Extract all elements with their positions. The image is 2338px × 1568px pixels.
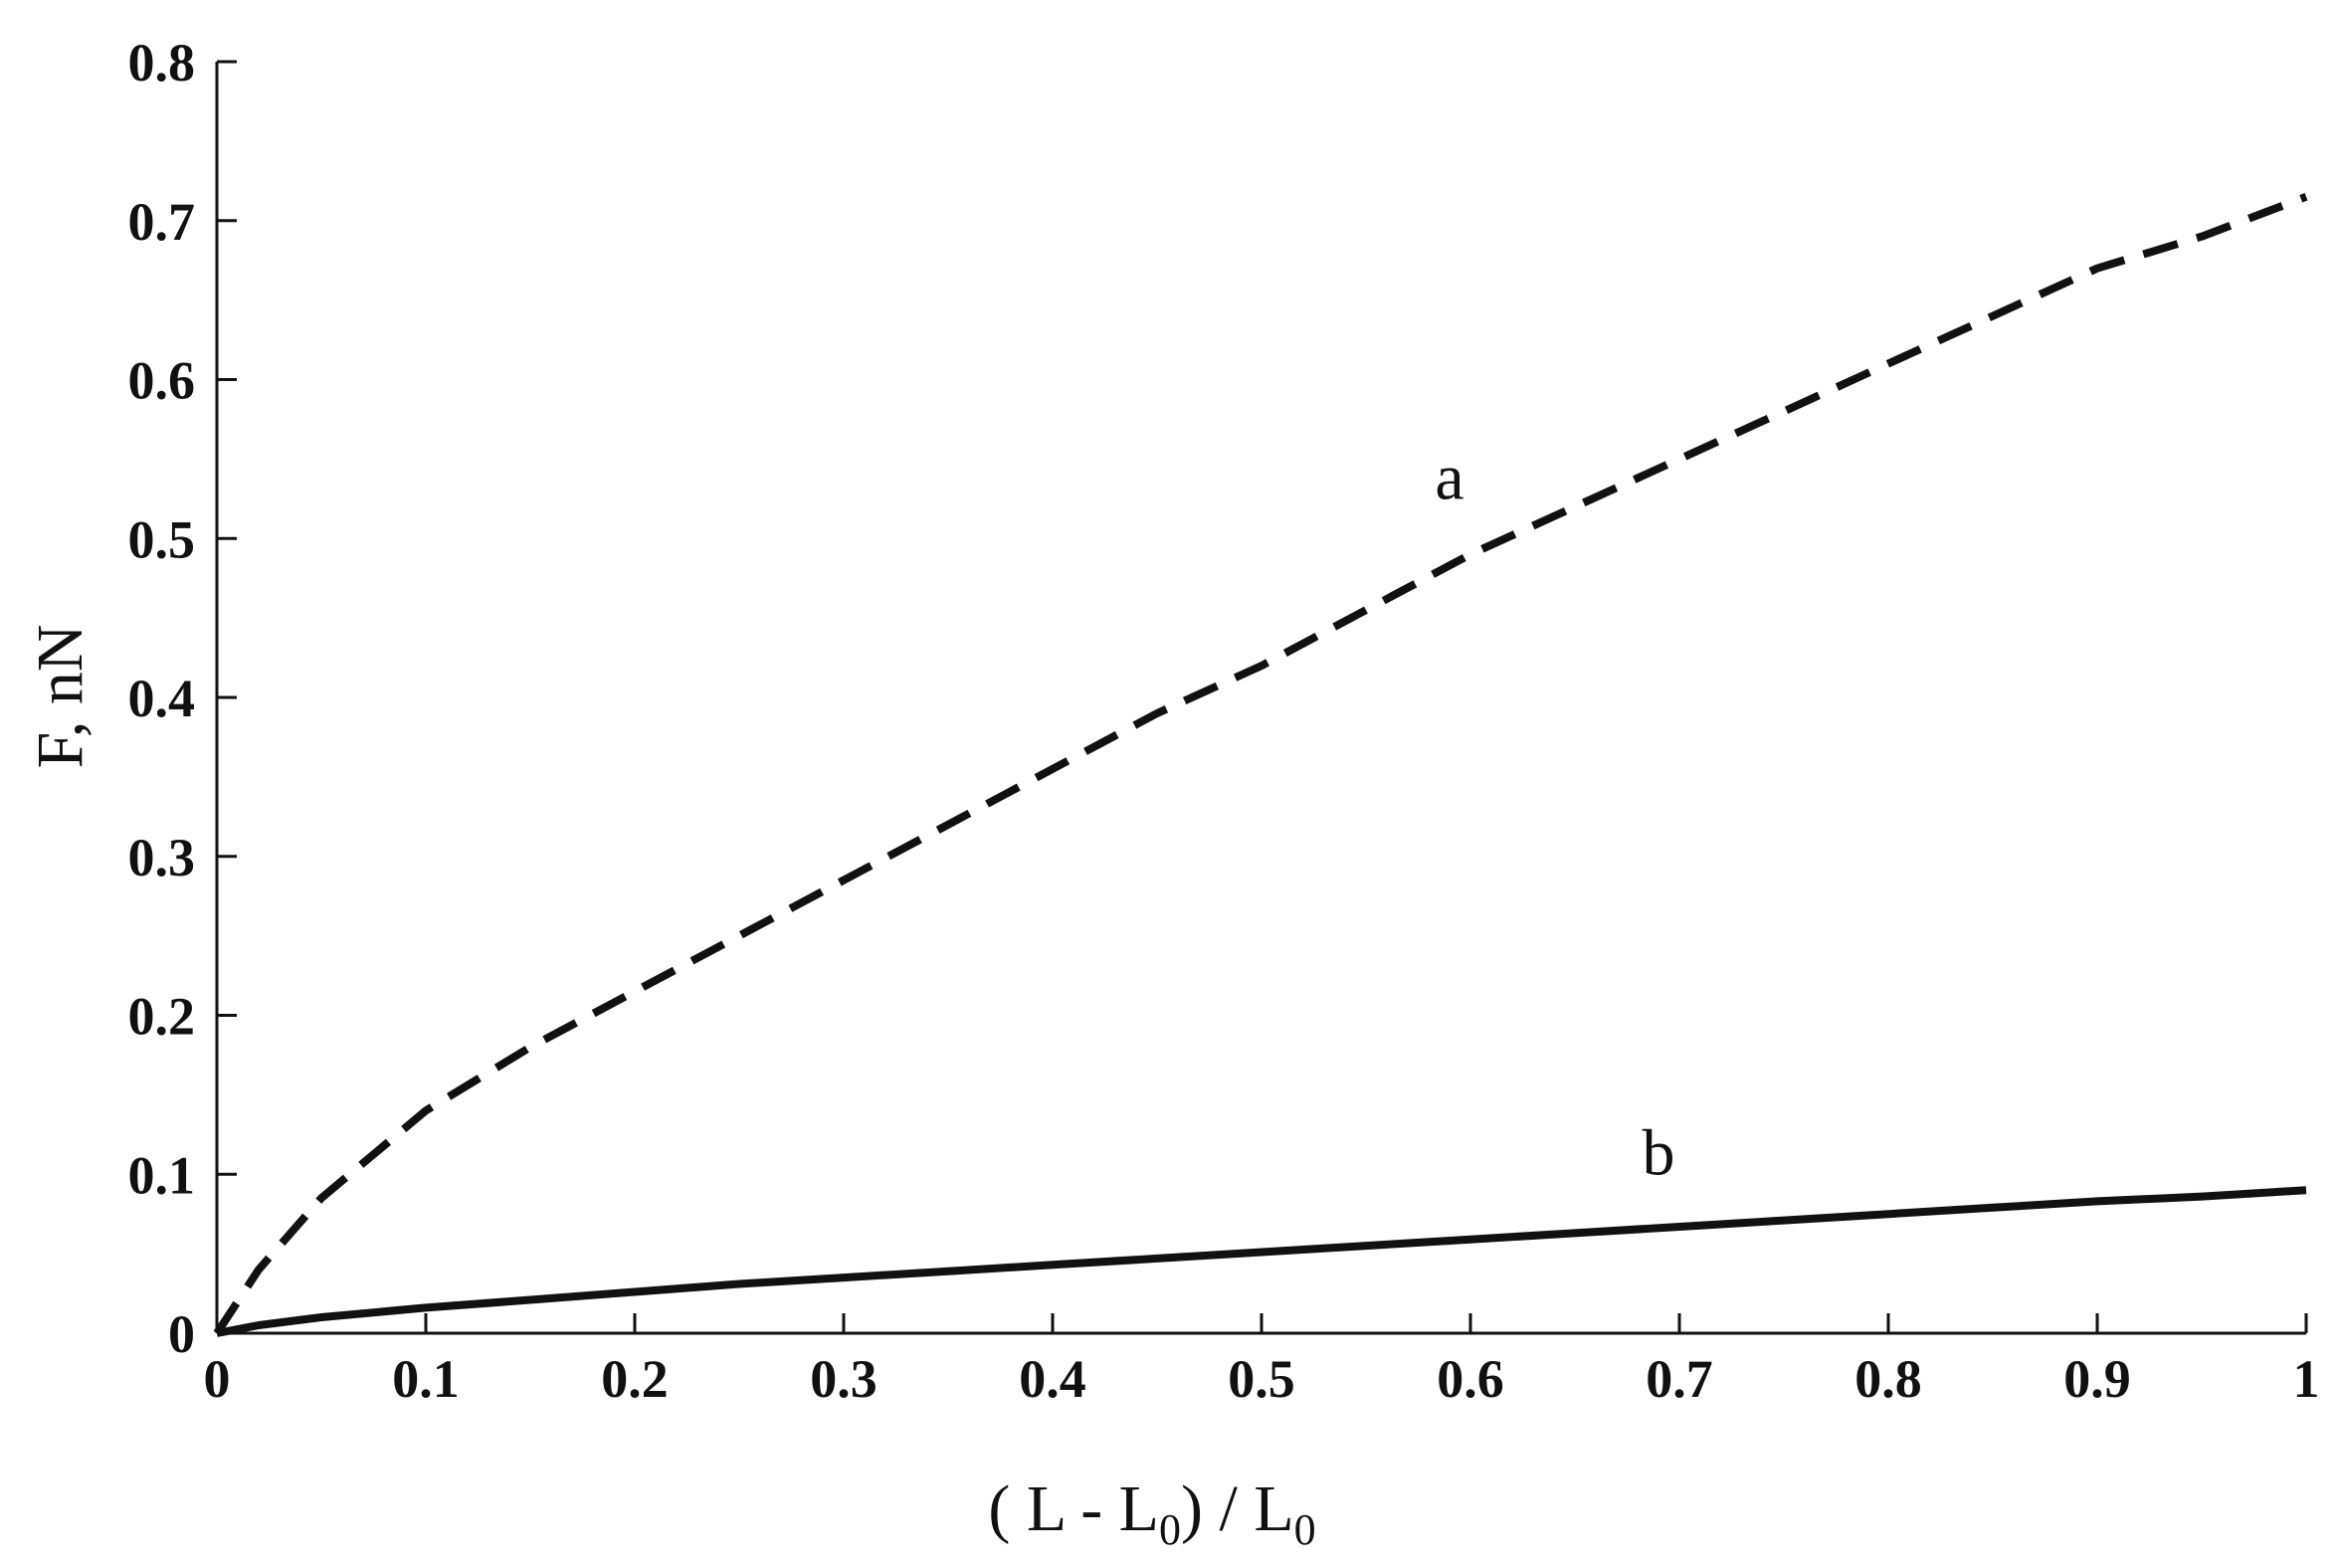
x-tick-label: 0.5 bbox=[1228, 1349, 1295, 1409]
x-axis-ticks: 0 0.1 0.2 0.3 0.4 0.5 0.6 0.7 0.8 0.9 1 bbox=[204, 1313, 2320, 1409]
y-tick-label: 0.6 bbox=[128, 351, 196, 411]
series-layer bbox=[213, 193, 2308, 1337]
x-tick-label: 0.2 bbox=[601, 1349, 669, 1409]
annotation-layer: ab bbox=[1435, 441, 1674, 1189]
series-a-line bbox=[213, 193, 2308, 1336]
series-label-b: b bbox=[1643, 1116, 1675, 1189]
y-tick-label: 0.4 bbox=[128, 669, 196, 728]
y-tick-label: 0.3 bbox=[128, 828, 196, 887]
x-tick-label: 0.8 bbox=[1854, 1349, 1922, 1409]
axes bbox=[215, 62, 2306, 1335]
x-tick-label: 0.9 bbox=[2063, 1349, 2131, 1409]
x-tick-label: 0.6 bbox=[1437, 1349, 1504, 1409]
y-tick-label: 0.5 bbox=[128, 509, 196, 569]
x-tick-label: 0 bbox=[204, 1349, 231, 1409]
series-label-a: a bbox=[1435, 441, 1463, 513]
y-tick-label: 0.2 bbox=[128, 987, 196, 1047]
x-tick-label: 0.3 bbox=[810, 1349, 877, 1409]
x-axis-title: ( L - L0) / L0 bbox=[988, 1472, 1315, 1554]
y-tick-label: 0.1 bbox=[128, 1145, 196, 1205]
x-tick-label: 0.7 bbox=[1646, 1349, 1713, 1409]
y-axis-title: F, nN bbox=[24, 624, 97, 768]
series-b-line bbox=[216, 1186, 2307, 1337]
y-tick-label: 0.8 bbox=[128, 33, 196, 93]
x-tick-label: 0.1 bbox=[392, 1349, 460, 1409]
x-tick-label: 0.4 bbox=[1019, 1349, 1086, 1409]
y-tick-label: 0.7 bbox=[128, 192, 196, 252]
y-tick-label: 0 bbox=[168, 1304, 195, 1364]
y-axis-ticks: 0 0.1 0.2 0.3 0.4 0.5 0.6 0.7 0.8 bbox=[128, 33, 237, 1364]
x-tick-label: 1 bbox=[2293, 1349, 2320, 1409]
